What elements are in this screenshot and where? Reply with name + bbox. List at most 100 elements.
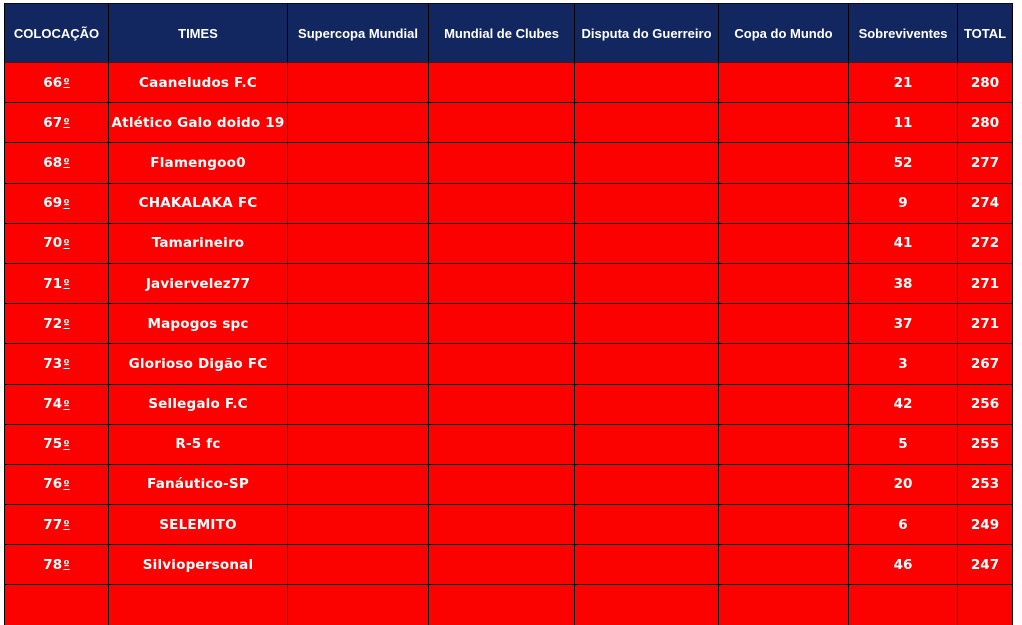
- cell-copa: [719, 464, 849, 506]
- cell-supercopa: [288, 304, 429, 345]
- cell-mundial: [429, 505, 575, 546]
- column-header-sobreviventes: Sobreviventes: [849, 4, 958, 63]
- cell-team: Caaneludos F.C: [109, 63, 288, 104]
- cell-mundial: [429, 223, 575, 264]
- cell-total: 271: [958, 263, 1013, 305]
- cell-supercopa: [288, 424, 429, 465]
- rank-number: 77: [43, 516, 63, 533]
- table-row: 72 º Mapogos spc 37 271: [5, 304, 1013, 345]
- table-row: 78 º Silviopersonal 46 247: [5, 545, 1013, 586]
- cell-rank: 76 º: [5, 464, 109, 506]
- cell-total: 256: [958, 384, 1013, 425]
- cell-total: 249: [958, 505, 1013, 546]
- cell-supercopa: [288, 183, 429, 224]
- table-row: 74 º Sellegalo F.C 42 256: [5, 384, 1013, 425]
- cell-disputa: [575, 384, 719, 425]
- cell-copa: [719, 183, 849, 224]
- table-row: 67 º Atlético Galo doido 19 11 280: [5, 103, 1013, 144]
- cell-total: 274: [958, 183, 1013, 224]
- cell-team: Mapogos spc: [109, 304, 288, 345]
- table-row: 76 º Fanáutico-SP 20 253: [5, 464, 1013, 506]
- cell-rank: 78 º: [5, 545, 109, 586]
- cell-mundial: [429, 424, 575, 465]
- column-header-colocacao: COLOCAÇÃO: [5, 4, 109, 63]
- cell-rank: 67 º: [5, 103, 109, 144]
- cell-disputa: [575, 304, 719, 345]
- table-row-partial: [5, 585, 1013, 625]
- cell-copa: [719, 63, 849, 104]
- cell-team: [109, 585, 288, 625]
- cell-disputa: [575, 585, 719, 625]
- cell-mundial: [429, 585, 575, 625]
- cell-disputa: [575, 263, 719, 305]
- table-row: 66 º Caaneludos F.C 21 280: [5, 63, 1013, 104]
- cell-total: 280: [958, 103, 1013, 144]
- cell-disputa: [575, 103, 719, 144]
- cell-rank: 75 º: [5, 424, 109, 465]
- cell-sobreviventes: 3: [849, 344, 958, 385]
- cell-total: 277: [958, 143, 1013, 184]
- cell-supercopa: [288, 384, 429, 425]
- cell-mundial: [429, 384, 575, 425]
- cell-copa: [719, 263, 849, 305]
- cell-sobreviventes: 52: [849, 143, 958, 184]
- ordinal-suffix: º: [63, 437, 70, 451]
- rank-number: 71: [43, 275, 63, 292]
- cell-disputa: [575, 505, 719, 546]
- cell-rank: 66 º: [5, 63, 109, 104]
- ordinal-suffix: º: [63, 236, 70, 250]
- cell-total: 247: [958, 545, 1013, 586]
- ordinal-suffix: º: [63, 477, 70, 491]
- cell-copa: [719, 505, 849, 546]
- table-row: 68 º Flamengoo0 52 277: [5, 143, 1013, 184]
- cell-copa: [719, 545, 849, 586]
- column-header-copa: Copa do Mundo: [719, 4, 849, 63]
- cell-rank: 73 º: [5, 344, 109, 385]
- cell-copa: [719, 344, 849, 385]
- cell-sobreviventes: 21: [849, 63, 958, 104]
- table-row: 77 º SELEMITO 6 249: [5, 505, 1013, 546]
- cell-mundial: [429, 63, 575, 104]
- ordinal-suffix: º: [63, 156, 70, 170]
- cell-disputa: [575, 223, 719, 264]
- cell-rank: 74 º: [5, 384, 109, 425]
- ranking-table: COLOCAÇÃO TIMES Supercopa Mundial Mundia…: [4, 3, 1013, 625]
- cell-mundial: [429, 263, 575, 305]
- cell-disputa: [575, 424, 719, 465]
- cell-supercopa: [288, 545, 429, 586]
- cell-total: 267: [958, 344, 1013, 385]
- rank-number: 73: [43, 355, 63, 372]
- cell-copa: [719, 384, 849, 425]
- cell-supercopa: [288, 263, 429, 305]
- cell-team: Glorioso Digão FC: [109, 344, 288, 385]
- cell-supercopa: [288, 63, 429, 104]
- cell-supercopa: [288, 585, 429, 625]
- table-row: 71 º Javiervelez77 38 271: [5, 263, 1013, 305]
- cell-total: 280: [958, 63, 1013, 104]
- column-header-times: TIMES: [109, 4, 288, 63]
- cell-team: Atlético Galo doido 19: [109, 103, 288, 144]
- cell-disputa: [575, 344, 719, 385]
- cell-sobreviventes: 41: [849, 223, 958, 264]
- rank-number: 70: [43, 235, 63, 252]
- cell-sobreviventes: 20: [849, 464, 958, 506]
- cell-sobreviventes: 5: [849, 424, 958, 465]
- cell-team: R-5 fc: [109, 424, 288, 465]
- ordinal-suffix: º: [63, 76, 70, 90]
- cell-disputa: [575, 143, 719, 184]
- ordinal-suffix: º: [63, 558, 70, 572]
- table-row: 73 º Glorioso Digão FC 3 267: [5, 344, 1013, 385]
- cell-rank: 70 º: [5, 223, 109, 264]
- cell-rank: 71 º: [5, 263, 109, 305]
- cell-supercopa: [288, 223, 429, 264]
- rank-number: 75: [43, 436, 63, 453]
- cell-disputa: [575, 464, 719, 506]
- cell-rank: 68 º: [5, 143, 109, 184]
- cell-sobreviventes: 6: [849, 505, 958, 546]
- table-body: 66 º Caaneludos F.C 21 280 67 º Atlético G…: [5, 63, 1013, 586]
- cell-disputa: [575, 545, 719, 586]
- cell-rank: 77 º: [5, 505, 109, 546]
- cell-copa: [719, 304, 849, 345]
- cell-mundial: [429, 103, 575, 144]
- cell-copa: [719, 585, 849, 625]
